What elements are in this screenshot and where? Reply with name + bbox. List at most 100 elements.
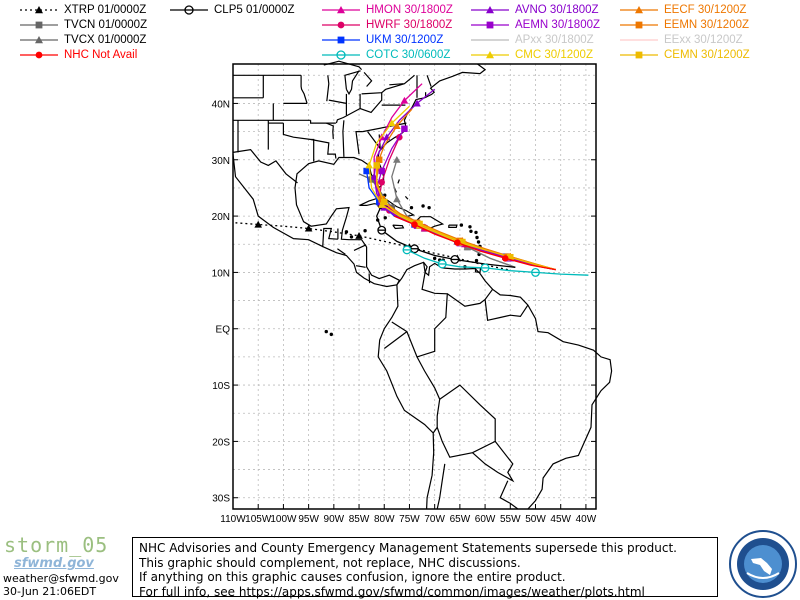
storm-name: storm_05 — [4, 533, 109, 557]
lon-tick-label: 40W — [576, 514, 597, 525]
island-dot — [474, 230, 478, 235]
legend-label: AVNO 30/1800Z — [515, 4, 599, 16]
legend-swatch — [322, 50, 360, 60]
legend-marker — [337, 6, 345, 14]
coastline-segment — [448, 224, 458, 228]
island-dot — [329, 332, 334, 337]
track-point — [254, 220, 263, 228]
lon-tick-label: 100W — [270, 514, 297, 525]
disclaimer-line: For full info, see https://apps.sfwmd.go… — [139, 584, 645, 599]
legend-label: NHC Not Avail — [64, 49, 138, 61]
legend-marker — [635, 21, 643, 29]
island-dot — [459, 223, 464, 227]
legend-label: UKM 30/1200Z — [366, 34, 444, 46]
legend-label: TVCX 01/0000Z — [64, 34, 147, 46]
sfwmd-logo-icon — [729, 530, 797, 598]
brand-link[interactable]: sfwmd.gov — [14, 556, 94, 571]
island-dot — [432, 256, 437, 261]
legend-swatch — [471, 39, 509, 41]
legend-swatch — [322, 21, 360, 29]
legend-swatch — [322, 6, 360, 14]
legend-marker — [635, 51, 643, 59]
map-container: 110W 105W 100W 95W 90W 85W 80W 75W 70W 65W 60W 55W 5… — [212, 60, 613, 525]
coastline-segment — [391, 262, 448, 358]
legend-swatch — [20, 6, 58, 14]
legend-marker — [35, 36, 43, 44]
track-point — [373, 162, 380, 169]
legend-swatch — [471, 51, 509, 59]
track-point — [355, 232, 363, 239]
coastline-segment — [499, 480, 519, 510]
legend-label: AEMN 30/1800Z — [515, 19, 601, 31]
track-point — [388, 119, 396, 127]
coastline-segment — [363, 72, 373, 87]
map-plot-area — [233, 64, 596, 509]
legend-label: CEMN 30/1200Z — [664, 49, 750, 61]
coastline-segment — [368, 273, 371, 284]
disclaimer-line: NHC Advisories and County Emergency Mana… — [139, 541, 677, 555]
coastline-segment — [383, 331, 408, 349]
legend-marker — [337, 36, 345, 44]
track-line — [376, 165, 556, 271]
island-dot — [474, 258, 479, 263]
lon-tick-label: 85W — [349, 514, 370, 525]
track-point — [459, 238, 466, 246]
coastline-segment — [337, 248, 346, 255]
track-point — [454, 239, 461, 246]
legend-swatch — [20, 51, 58, 59]
disclaimer-box: NHC Advisories and County Emergency Mana… — [132, 537, 718, 599]
coastline-segment — [344, 70, 361, 90]
lon-tick-label: 95W — [298, 514, 319, 525]
legend-swatch — [20, 21, 58, 29]
island-dot — [475, 235, 479, 240]
legend-label: EECF 30/1200Z — [664, 4, 747, 16]
track-cemn — [373, 162, 556, 271]
track-point — [363, 167, 370, 175]
lon-tick-label: 55W — [500, 514, 521, 525]
legend-swatch — [322, 36, 360, 44]
grid-lines — [233, 64, 596, 509]
lat-tick-label: 10N — [212, 268, 230, 279]
coastline-segment — [362, 122, 407, 133]
legend-label: EExx 30/1200Z — [664, 34, 743, 46]
track-point — [378, 167, 385, 175]
legend-swatch — [620, 39, 658, 41]
lat-tick-label: 20N — [212, 212, 230, 223]
lon-tick-label: 45W — [550, 514, 571, 525]
coastline-segment — [310, 138, 337, 159]
coastline-segment — [377, 284, 435, 510]
coastline-segment — [300, 75, 308, 104]
island-dot — [324, 329, 328, 334]
map-frame — [232, 63, 597, 510]
island-dot — [468, 225, 472, 229]
coastline-segment — [389, 83, 404, 86]
legend-marker — [486, 6, 494, 14]
legend-marker — [35, 21, 43, 29]
coastline-segment — [397, 179, 400, 184]
lon-tick-label: 75W — [399, 514, 420, 525]
coastline-segment — [361, 74, 415, 95]
coastline-segment — [446, 288, 494, 307]
track-point — [413, 99, 421, 107]
legend-label: EEMN 30/1200Z — [664, 19, 750, 31]
coastline-segment — [328, 99, 347, 104]
disclaimer-line: This graphic should complement, not repl… — [139, 555, 521, 570]
track-point — [393, 155, 401, 163]
legend-marker — [337, 21, 345, 29]
lon-tick-label: 105W — [245, 514, 272, 525]
legend-marker — [486, 21, 494, 29]
lon-tick-label: 65W — [450, 514, 471, 525]
legend-swatch — [471, 21, 509, 29]
coastline-segment — [345, 70, 360, 96]
lon-tick-label: 60W — [475, 514, 496, 525]
legend-swatch — [620, 21, 658, 29]
island-dot — [344, 230, 349, 234]
lon-tick-label: 80W — [374, 514, 395, 525]
track-point — [507, 253, 514, 261]
coastline-segment — [326, 75, 330, 102]
lat-tick-label: 10S — [212, 381, 230, 392]
disclaimer-line: If anything on this graphic causes confu… — [139, 570, 566, 584]
lon-tick-label: 110W — [220, 514, 246, 525]
lon-tick-label: 90W — [324, 514, 345, 525]
legend-label: CMC 30/1200Z — [515, 49, 593, 61]
